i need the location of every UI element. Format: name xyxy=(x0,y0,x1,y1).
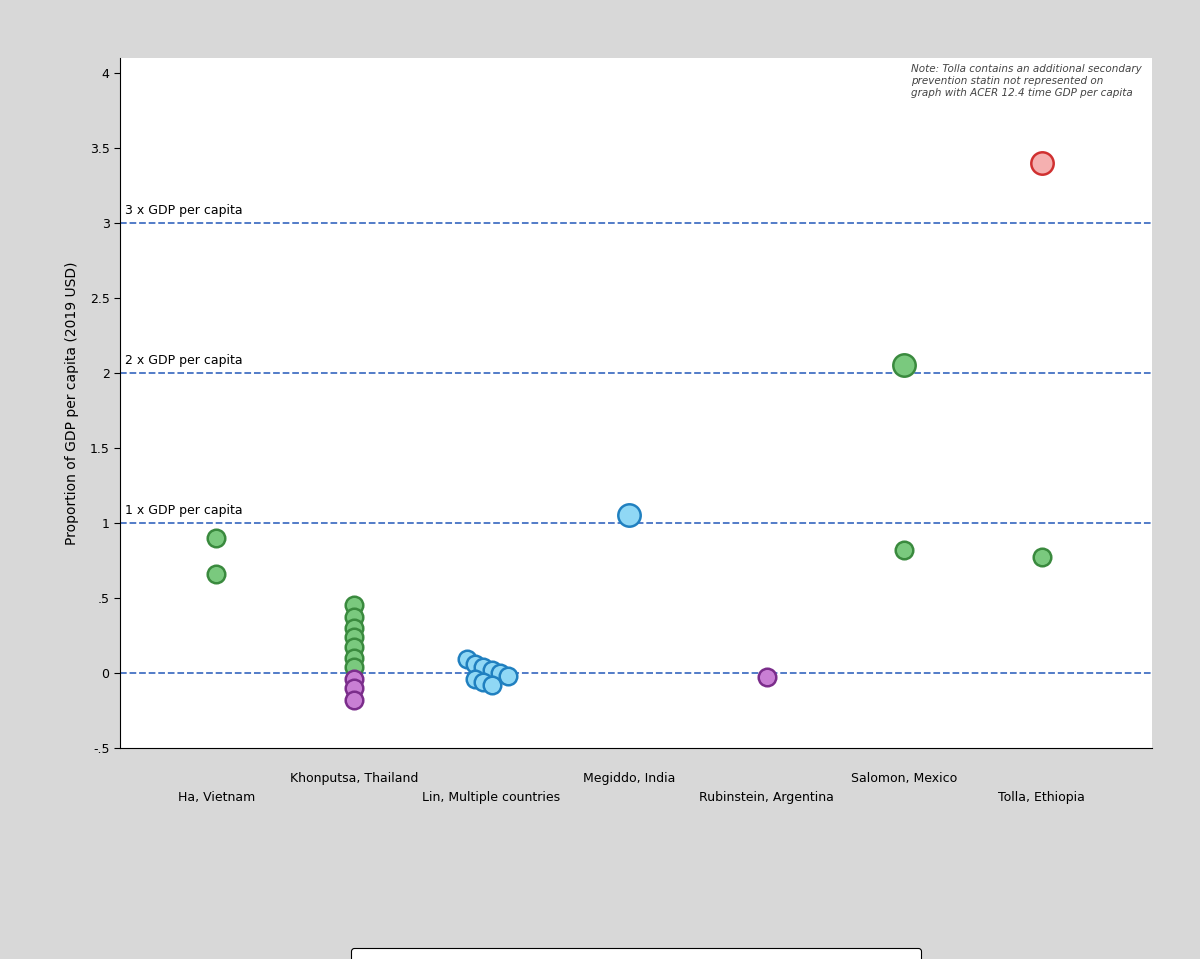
Text: Lin, Multiple countries: Lin, Multiple countries xyxy=(422,791,560,805)
Point xyxy=(619,507,638,523)
Point xyxy=(474,674,493,690)
Point xyxy=(1032,550,1051,565)
Text: Salomon, Mexico: Salomon, Mexico xyxy=(851,772,958,785)
Point xyxy=(474,659,493,674)
Text: Rubinstein, Argentina: Rubinstein, Argentina xyxy=(700,791,834,805)
Point xyxy=(344,610,364,625)
Point xyxy=(344,640,364,655)
Text: Tolla, Ethiopia: Tolla, Ethiopia xyxy=(998,791,1085,805)
Text: 1 x GDP per capita: 1 x GDP per capita xyxy=(125,503,242,517)
Point xyxy=(482,663,502,678)
Point xyxy=(757,669,776,685)
Point xyxy=(1032,155,1051,171)
Text: Khonputsa, Thailand: Khonputsa, Thailand xyxy=(289,772,418,785)
Point xyxy=(490,666,509,681)
Text: Note: Tolla contains an additional secondary
prevention statin not represented o: Note: Tolla contains an additional secon… xyxy=(911,64,1141,98)
Point xyxy=(498,668,517,684)
Point xyxy=(344,650,364,666)
Point xyxy=(344,692,364,708)
Text: 3 x GDP per capita: 3 x GDP per capita xyxy=(125,203,242,217)
Point xyxy=(344,620,364,636)
Text: Megiddo, India: Megiddo, India xyxy=(583,772,676,785)
Point xyxy=(895,358,914,373)
Point xyxy=(457,652,476,667)
Text: 2 x GDP per capita: 2 x GDP per capita xyxy=(125,354,242,366)
Point xyxy=(482,677,502,692)
Point xyxy=(344,597,364,613)
Point xyxy=(344,659,364,674)
Point xyxy=(206,530,226,546)
Point xyxy=(344,680,364,695)
Point xyxy=(206,566,226,581)
Point xyxy=(344,629,364,644)
Text: Ha, Vietnam: Ha, Vietnam xyxy=(178,791,254,805)
Y-axis label: Proportion of GDP per capita (2019 USD): Proportion of GDP per capita (2019 USD) xyxy=(65,261,78,545)
Point xyxy=(344,671,364,687)
Point xyxy=(466,656,485,671)
Point xyxy=(895,542,914,557)
Point xyxy=(466,671,485,687)
Legend: Statin, Primary prevention, Statin, Secondary prevention, Polypill, Primary prev: Statin, Primary prevention, Statin, Seco… xyxy=(352,948,920,959)
